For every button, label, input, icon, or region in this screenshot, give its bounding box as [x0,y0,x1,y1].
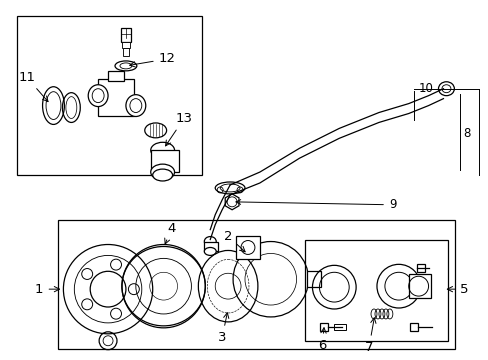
Bar [304,239,447,341]
Ellipse shape [126,95,145,117]
Bar [121,28,131,42]
Bar [306,271,321,287]
Text: 1: 1 [35,283,60,296]
Text: 5: 5 [447,283,468,296]
Bar [122,42,130,48]
Bar [98,79,134,117]
Bar [334,324,346,330]
Text: 7: 7 [364,318,375,354]
Text: 10: 10 [418,82,433,95]
Bar [150,150,178,172]
Text: 3: 3 [218,313,228,344]
Text: 12: 12 [129,53,175,67]
Ellipse shape [152,169,172,181]
Ellipse shape [438,82,453,96]
Bar [409,323,417,331]
Bar [17,16,202,175]
Ellipse shape [115,61,137,71]
Bar [204,242,218,251]
Ellipse shape [144,123,166,138]
Ellipse shape [215,182,244,194]
Bar [59,220,454,349]
Circle shape [376,264,420,308]
Text: 4: 4 [164,221,176,244]
Text: 2: 2 [223,230,244,252]
Bar [416,264,424,272]
Bar [108,71,123,81]
Text: 11: 11 [18,71,48,102]
Text: 6: 6 [318,328,326,352]
Text: 8: 8 [462,127,470,140]
Ellipse shape [204,247,216,255]
Ellipse shape [150,164,174,180]
Ellipse shape [204,237,216,247]
Bar [408,274,429,298]
Text: 13: 13 [165,112,192,146]
Bar [320,323,327,331]
Text: 9: 9 [236,198,396,211]
Bar [236,235,259,260]
Ellipse shape [150,142,174,158]
Bar [122,48,129,56]
Ellipse shape [88,85,108,107]
